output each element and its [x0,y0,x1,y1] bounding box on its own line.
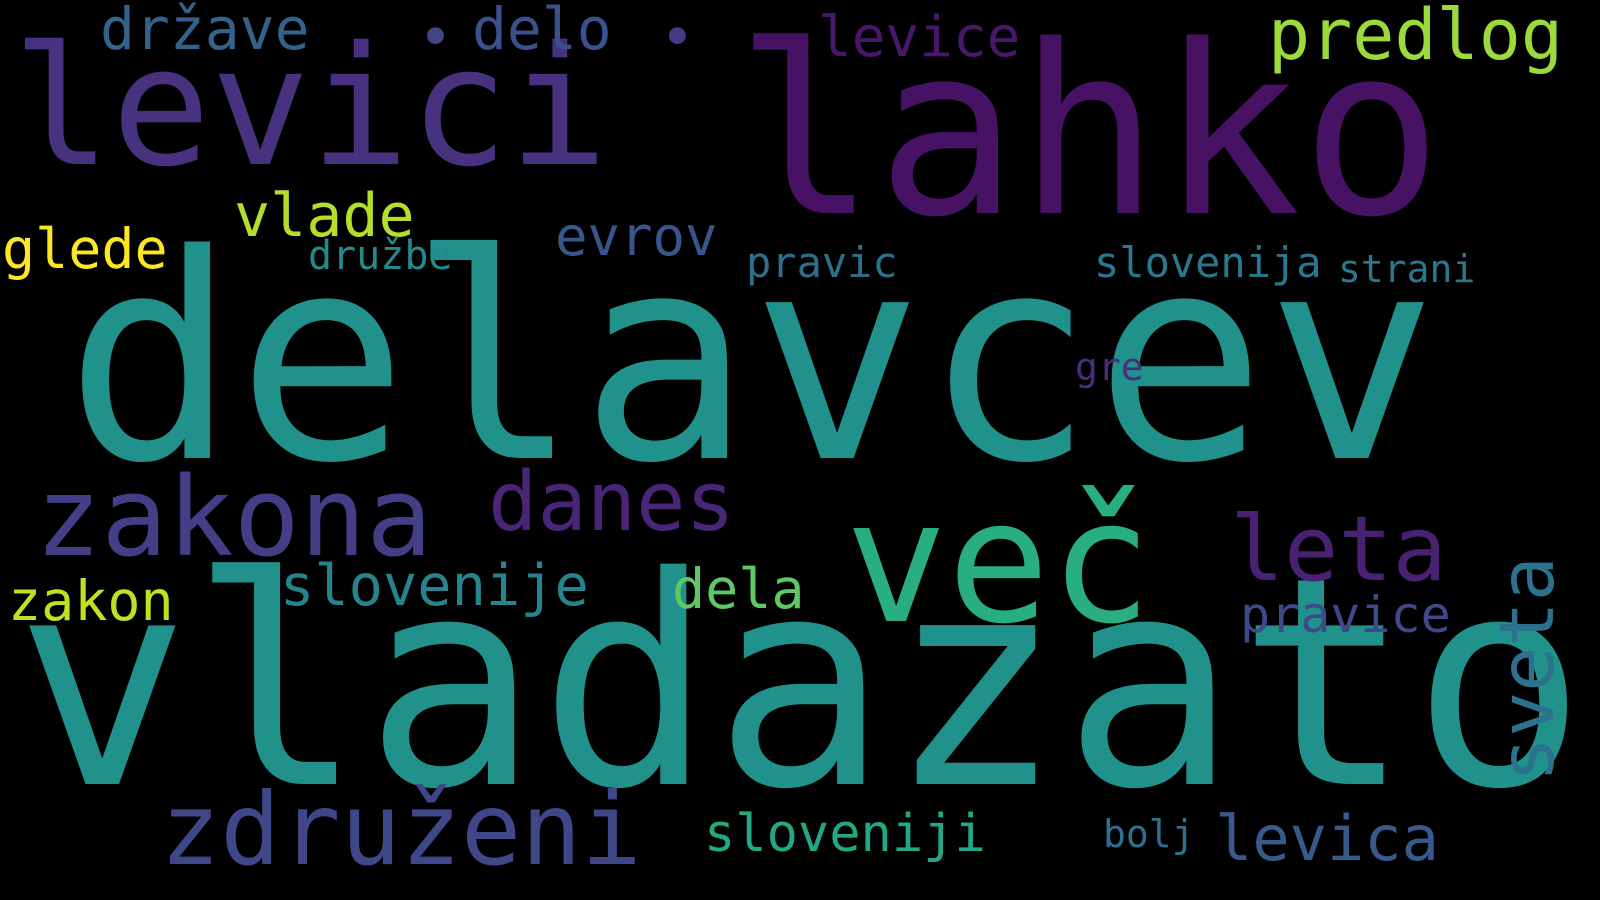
word-delo: delo [472,0,612,63]
word-dot-2: • [660,3,695,71]
word-vladazato: vladazato [15,516,1587,853]
word-sloveniji: sloveniji [704,804,986,864]
word-levica: levica [1215,802,1439,875]
word-levici: levici [12,11,609,203]
word-bolj: bolj [1103,812,1195,856]
word-levice: levice [818,5,1021,70]
word-strani: strani [1338,247,1476,291]
word-glede: glede [2,217,168,281]
word-dot-1: • [418,3,453,71]
word-drzave: države [100,0,310,63]
word-predlog: predlog [1268,0,1564,76]
word-vlade: vlade [234,181,415,251]
word-slovenija: slovenija [1094,238,1322,287]
word-lahko: lahko [735,0,1443,269]
word-delavcev: delavcev [65,194,1438,526]
word-sveta: sveta [1483,556,1571,782]
word-zakona: zakona [35,453,433,581]
word-zakon: zakon [8,569,174,633]
word-vec: več [845,464,1153,662]
word-zdruzeni: združeni [160,771,642,888]
word-druzbe: družbe [308,233,453,279]
word-pravic: pravic [746,238,898,287]
word-pravice: pravice [1240,586,1451,644]
word-slovenije: slovenije [280,553,589,619]
word-danes: danes [488,455,735,550]
word-dela: dela [672,557,805,621]
word-leta: leta [1230,497,1447,602]
word-evrov: evrov [555,205,718,268]
word-gre: gre [1075,345,1144,389]
